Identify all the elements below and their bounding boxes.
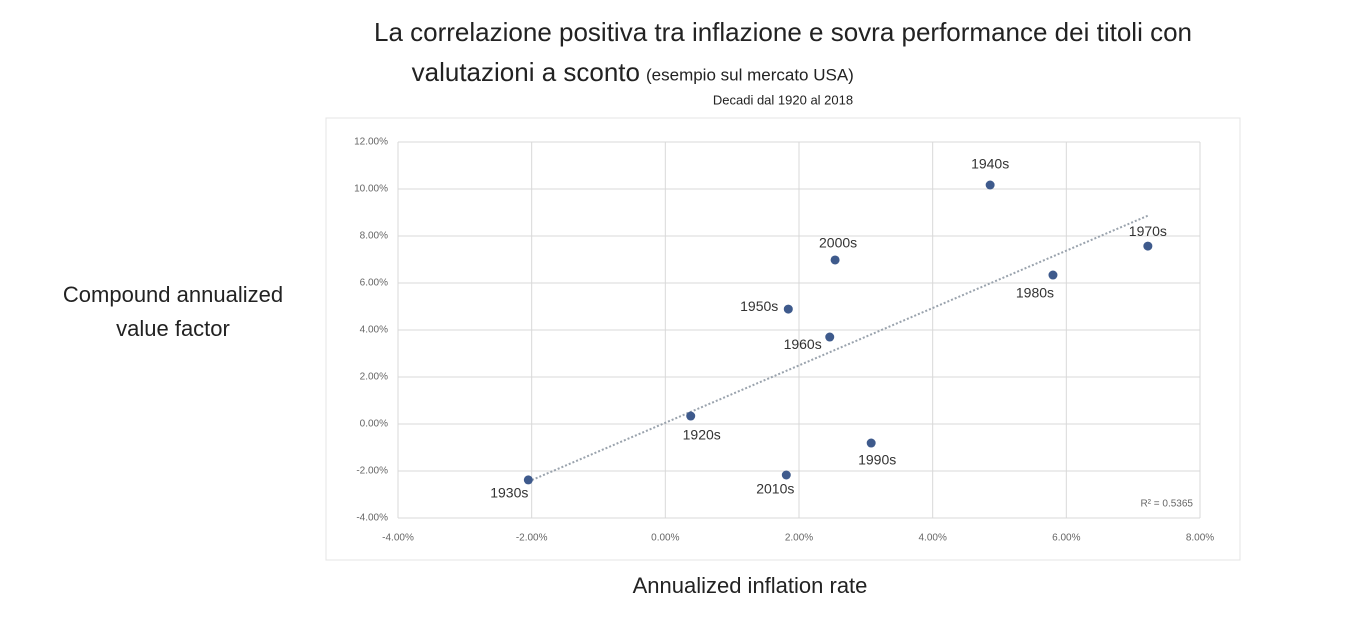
y-tick-label: 2.00% — [360, 372, 388, 383]
point — [830, 255, 840, 265]
y-tick-label: 10.00% — [354, 184, 388, 195]
trendline — [527, 214, 1149, 483]
chart-title: La correlazione positiva tra inflazione … — [374, 17, 1192, 47]
x-tick-label: 2.00% — [785, 533, 813, 544]
point — [781, 470, 791, 480]
point — [686, 411, 696, 421]
point — [783, 304, 793, 314]
point — [825, 332, 835, 342]
point-label: 1980s — [1016, 285, 1054, 301]
point-label: 1920s — [683, 427, 721, 443]
point — [523, 475, 533, 485]
y-tick-label: 0.00% — [360, 419, 388, 430]
point-label: 1950s — [740, 298, 778, 314]
y-tick-label: 12.00% — [354, 137, 388, 148]
point-label: 2010s — [756, 481, 794, 497]
chart-subtitle: Decadi dal 1920 al 2018 — [713, 92, 853, 107]
chart-title-line2: valutazioni a sconto — [412, 57, 640, 87]
chart-frame — [325, 117, 1241, 561]
x-axis-label: Annualized inflation rate — [633, 573, 868, 598]
y-tick-label: 6.00% — [360, 278, 388, 289]
point-label: 1940s — [971, 156, 1009, 172]
y-tick-label: 4.00% — [360, 325, 388, 336]
point-label: 1990s — [858, 452, 896, 468]
y-tick-label: -4.00% — [356, 513, 388, 524]
y-tick-label: -2.00% — [356, 466, 388, 477]
point-label: 2000s — [819, 235, 857, 251]
x-tick-label: 8.00% — [1186, 533, 1214, 544]
x-tick-label: 4.00% — [918, 533, 946, 544]
point — [866, 438, 876, 448]
point — [1048, 270, 1058, 280]
point-label: 1960s — [784, 336, 822, 352]
y-axis-label: Compound annualized — [63, 282, 283, 307]
y-axis-label: value factor — [116, 316, 230, 341]
point-label: 1930s — [490, 485, 528, 501]
point-label: 1970s — [1129, 223, 1167, 239]
y-tick-label: 8.00% — [360, 231, 388, 242]
point — [985, 180, 995, 190]
x-tick-label: -4.00% — [382, 533, 414, 544]
r-squared: R² = 0.5365 — [1140, 499, 1193, 510]
x-tick-label: -2.00% — [516, 533, 548, 544]
x-tick-label: 0.00% — [651, 533, 679, 544]
chart-title-note: (esempio sul mercato USA) — [646, 65, 854, 84]
x-tick-label: 6.00% — [1052, 533, 1080, 544]
point — [1143, 241, 1153, 251]
